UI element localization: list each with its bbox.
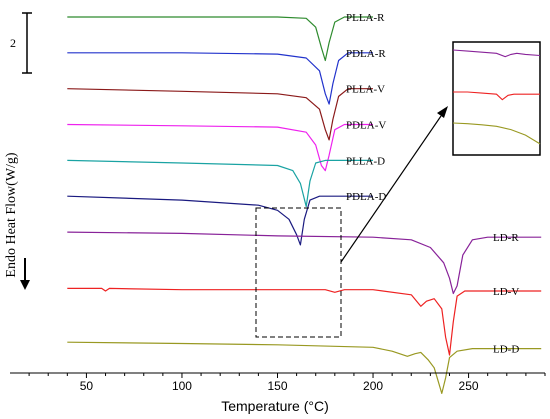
series-label-plla-r: PLLA-R <box>346 12 385 24</box>
series-line-plla-r <box>67 16 373 62</box>
series-label-ld-d: LD-D <box>493 344 519 356</box>
zoom-region <box>255 207 342 338</box>
series-line-ld-d <box>67 341 542 394</box>
series-label-pdla-v: PDLA-V <box>346 120 386 132</box>
x-axis-label: Temperature (°C) <box>221 398 329 414</box>
endo-arrow-head <box>20 280 30 290</box>
zoom-arrow-line <box>340 115 442 263</box>
x-tick-label: 200 <box>363 379 383 393</box>
y-axis-label: Endo Heat Flow(W/g) <box>4 152 19 278</box>
series-label-plla-v: PLLA-V <box>346 84 385 96</box>
series-label-pdla-d: PDLA-D <box>346 191 386 203</box>
inset-frame <box>452 41 541 156</box>
series-label-ld-v: LD-V <box>493 286 519 298</box>
series-line-ld-v <box>67 287 542 356</box>
series-line-plla-v <box>67 88 373 141</box>
scale-bar-label: 2 <box>10 36 16 50</box>
plot-area <box>20 12 542 394</box>
series-labels: PLLA-R PDLA-R PLLA-V PDLA-V PLLA-D PDLA-D LD-R… <box>346 12 519 356</box>
inset-line-ld-d <box>452 122 541 145</box>
inset-line-ld-v <box>453 91 540 101</box>
series-line-ld-r <box>67 231 542 295</box>
series-line-pdla-r <box>67 52 373 105</box>
series-label-plla-d: PLLA-D <box>346 155 385 167</box>
x-tick-label: 100 <box>172 379 192 393</box>
series-label-pdla-r: PDLA-R <box>346 48 386 60</box>
series-line-pdla-v <box>67 123 373 172</box>
x-tick-label: 50 <box>80 379 94 393</box>
series-line-pdla-d <box>67 195 373 246</box>
series-label-ld-r: LD-R <box>493 232 519 244</box>
x-tick-label: 250 <box>459 379 479 393</box>
zoom-arrow-head <box>437 106 448 118</box>
inset-panel <box>452 41 541 156</box>
x-tick-label: 150 <box>267 379 287 393</box>
series-line-plla-d <box>67 159 373 208</box>
x-axis: 50 100 150 200 250 <box>10 372 546 393</box>
inset-line-ld-r <box>452 49 541 58</box>
